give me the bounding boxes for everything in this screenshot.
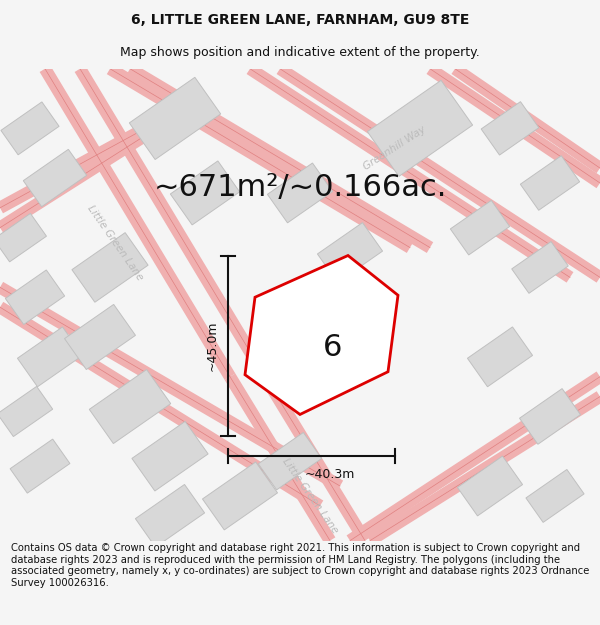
Text: Map shows position and indicative extent of the property.: Map shows position and indicative extent… [120,46,480,59]
Polygon shape [520,156,580,210]
Polygon shape [268,163,332,223]
Text: ~671m²/~0.166ac.: ~671m²/~0.166ac. [154,174,446,203]
Text: 6, LITTLE GREEN LANE, FARNHAM, GU9 8TE: 6, LITTLE GREEN LANE, FARNHAM, GU9 8TE [131,13,469,27]
Polygon shape [520,389,580,444]
Polygon shape [512,241,568,293]
Polygon shape [481,102,539,155]
Polygon shape [245,256,398,414]
Polygon shape [130,78,221,159]
Polygon shape [136,484,205,547]
Polygon shape [367,81,473,176]
Text: 6: 6 [323,333,342,362]
Polygon shape [5,270,65,324]
Polygon shape [0,386,53,436]
Text: ~45.0m: ~45.0m [205,321,218,371]
Polygon shape [467,327,533,387]
Text: Little Green Lane: Little Green Lane [280,456,340,536]
Polygon shape [170,161,239,225]
Polygon shape [1,102,59,155]
Polygon shape [72,232,148,302]
Polygon shape [132,421,208,491]
Polygon shape [89,369,171,444]
Text: Contains OS data © Crown copyright and database right 2021. This information is : Contains OS data © Crown copyright and d… [11,543,589,588]
Polygon shape [10,439,70,493]
Polygon shape [65,304,136,369]
Text: Little Green Lane: Little Green Lane [85,203,145,282]
Polygon shape [317,222,383,282]
Polygon shape [451,201,509,255]
Polygon shape [23,149,87,207]
Polygon shape [457,456,523,516]
Polygon shape [526,469,584,522]
Polygon shape [258,432,322,490]
Polygon shape [202,462,278,530]
Polygon shape [0,213,46,262]
Text: ~40.3m: ~40.3m [304,468,355,481]
Text: Greenhill Way: Greenhill Way [362,124,428,172]
Polygon shape [17,327,83,387]
